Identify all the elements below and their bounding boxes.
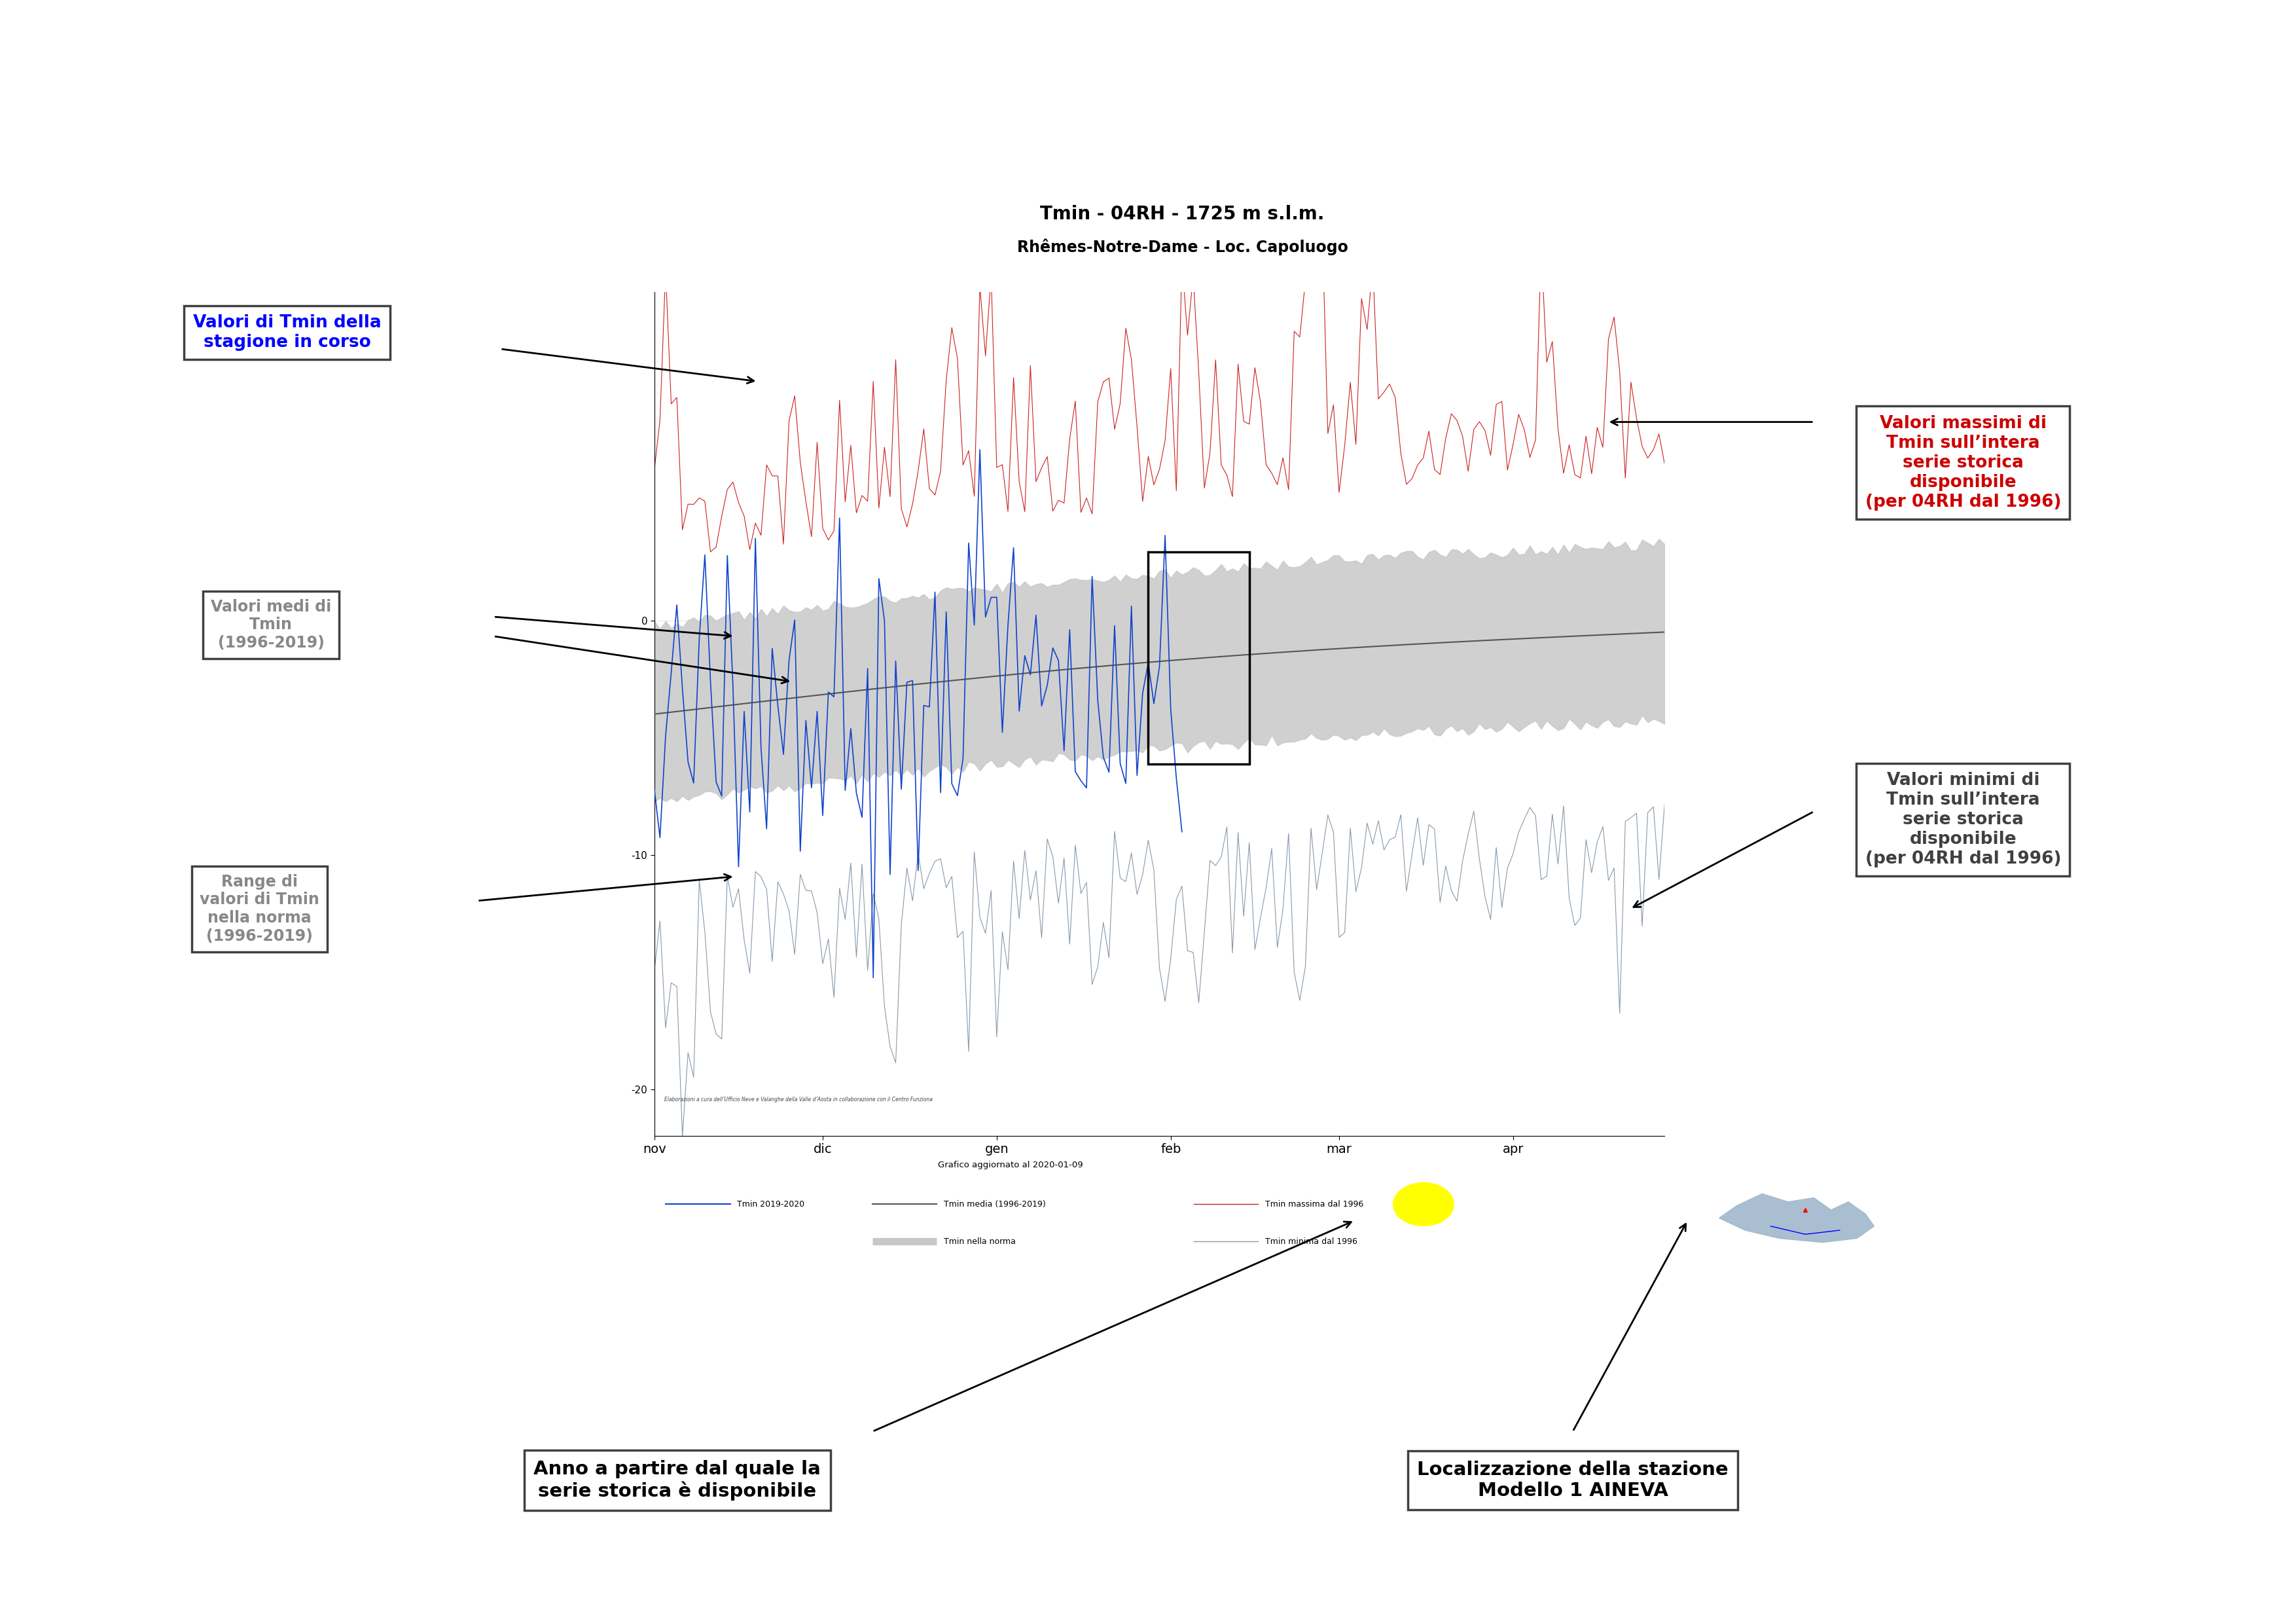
Text: Rhêmes-Notre-Dame - Loc. Capoluogo: Rhêmes-Notre-Dame - Loc. Capoluogo bbox=[1017, 239, 1348, 255]
Text: Tmin nella norma: Tmin nella norma bbox=[944, 1237, 1015, 1246]
Text: Valori medi di
Tmin
(1996-2019): Valori medi di Tmin (1996-2019) bbox=[211, 599, 331, 651]
Text: Anno a partire dal quale la
serie storica è disponibile: Anno a partire dal quale la serie storic… bbox=[533, 1459, 822, 1501]
Text: Elaborazioni a cura dell’Ufficio Neve e Valanghe della Valle d’Aosta in collabor: Elaborazioni a cura dell’Ufficio Neve e … bbox=[664, 1097, 932, 1102]
Text: Tmin media (1996-2019): Tmin media (1996-2019) bbox=[944, 1199, 1045, 1209]
Text: Tmin massima dal 1996: Tmin massima dal 1996 bbox=[1265, 1199, 1364, 1209]
Polygon shape bbox=[1720, 1195, 1874, 1243]
Text: Valori di Tmin della
stagione in corso: Valori di Tmin della stagione in corso bbox=[193, 315, 381, 351]
Text: Tmin - 04RH - 1725 m s.l.m.: Tmin - 04RH - 1725 m s.l.m. bbox=[1040, 204, 1325, 224]
Text: Localizzazione della stazione
Modello 1 AINEVA: Localizzazione della stazione Modello 1 … bbox=[1417, 1461, 1729, 1500]
Text: Valori massimi di
Tmin sull’intera
serie storica
disponibile
(per 04RH dal 1996): Valori massimi di Tmin sull’intera serie… bbox=[1864, 415, 2062, 510]
Bar bbox=[1148, 552, 1249, 764]
Text: Tmin minima dal 1996: Tmin minima dal 1996 bbox=[1265, 1237, 1357, 1246]
Text: Valori minimi di
Tmin sull’intera
serie storica
disponibile
(per 04RH dal 1996): Valori minimi di Tmin sull’intera serie … bbox=[1864, 773, 2062, 867]
Text: Grafico aggiornato al 2020-01-09: Grafico aggiornato al 2020-01-09 bbox=[937, 1160, 1084, 1170]
Text: Tmin 2019-2020: Tmin 2019-2020 bbox=[737, 1199, 804, 1209]
Text: Range di
valori di Tmin
nella norma
(1996-2019): Range di valori di Tmin nella norma (199… bbox=[200, 873, 319, 945]
